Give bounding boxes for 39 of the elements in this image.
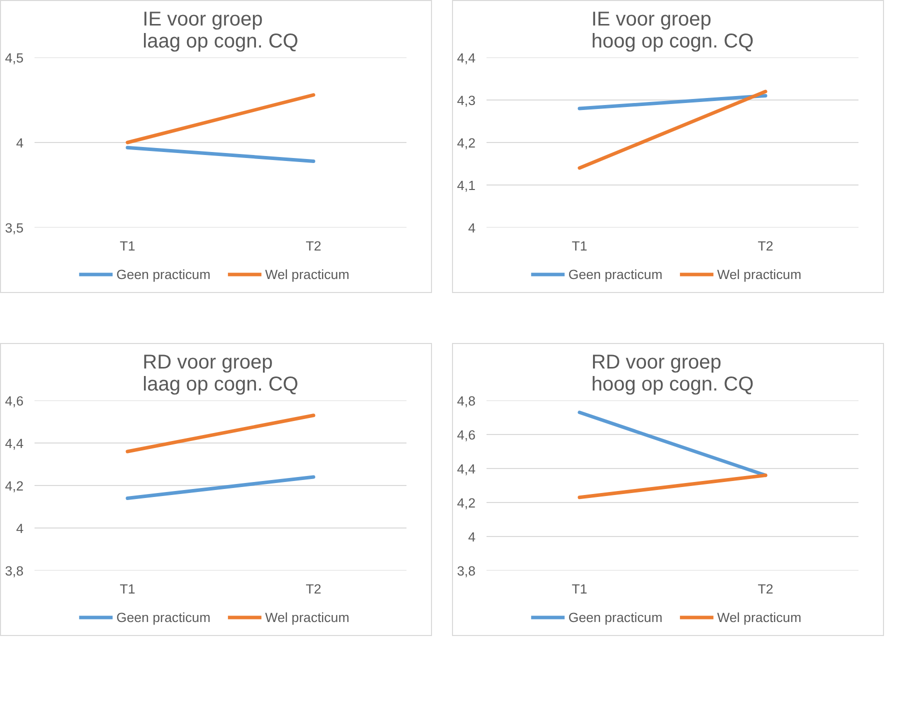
y-tick-label: 4,5: [4, 50, 24, 66]
chart-title: IE voor groep laag op cogn. CQ: [142, 8, 298, 52]
x-tick-label: T2: [758, 582, 774, 596]
legend-label: Wel practicum: [717, 267, 802, 282]
chart-title: IE voor groep hoog op cogn. CQ: [591, 8, 754, 52]
legend-label: Geen practicum: [116, 267, 210, 282]
y-tick-label: 4,3: [456, 93, 476, 108]
y-tick-label: 4,6: [4, 394, 24, 408]
y-tick-label: 3,8: [456, 564, 476, 578]
legend-label: Geen practicum: [116, 610, 210, 625]
y-tick-label: 4: [16, 136, 24, 150]
x-tick-label: T2: [758, 238, 774, 254]
y-tick-label: 4,1: [456, 178, 476, 193]
x-tick-label: T2: [306, 582, 322, 596]
x-tick-label: T2: [306, 238, 322, 254]
legend-label: Wel practicum: [265, 610, 350, 625]
y-tick-label: 4,6: [456, 428, 476, 442]
x-tick-label: T1: [120, 238, 136, 254]
y-tick-label: 4: [468, 530, 476, 544]
y-tick-label: 4: [16, 521, 24, 536]
y-tick-label: 4: [468, 220, 476, 236]
y-tick-label: 4,2: [456, 136, 476, 150]
legend-label: Geen practicum: [568, 267, 662, 282]
y-tick-label: 4,2: [456, 496, 476, 510]
y-tick-label: 4,4: [456, 462, 476, 476]
y-tick-label: 4,4: [456, 50, 476, 66]
legend-label: Geen practicum: [568, 610, 662, 625]
y-tick-label: 4,4: [4, 436, 24, 451]
legend-label: Wel practicum: [265, 267, 350, 282]
x-tick-label: T1: [120, 582, 136, 596]
y-tick-label: 3,5: [4, 220, 24, 236]
x-tick-label: T1: [572, 238, 588, 254]
x-tick-label: T1: [572, 582, 588, 596]
y-tick-label: 3,8: [4, 564, 24, 578]
chart-title: RD voor groep hoog op cogn. CQ: [591, 352, 754, 396]
y-tick-label: 4,2: [4, 478, 24, 494]
chart-title: RD voor groep laag op cogn. CQ: [142, 352, 298, 396]
legend-label: Wel practicum: [717, 610, 802, 625]
y-tick-label: 4,8: [456, 394, 476, 408]
